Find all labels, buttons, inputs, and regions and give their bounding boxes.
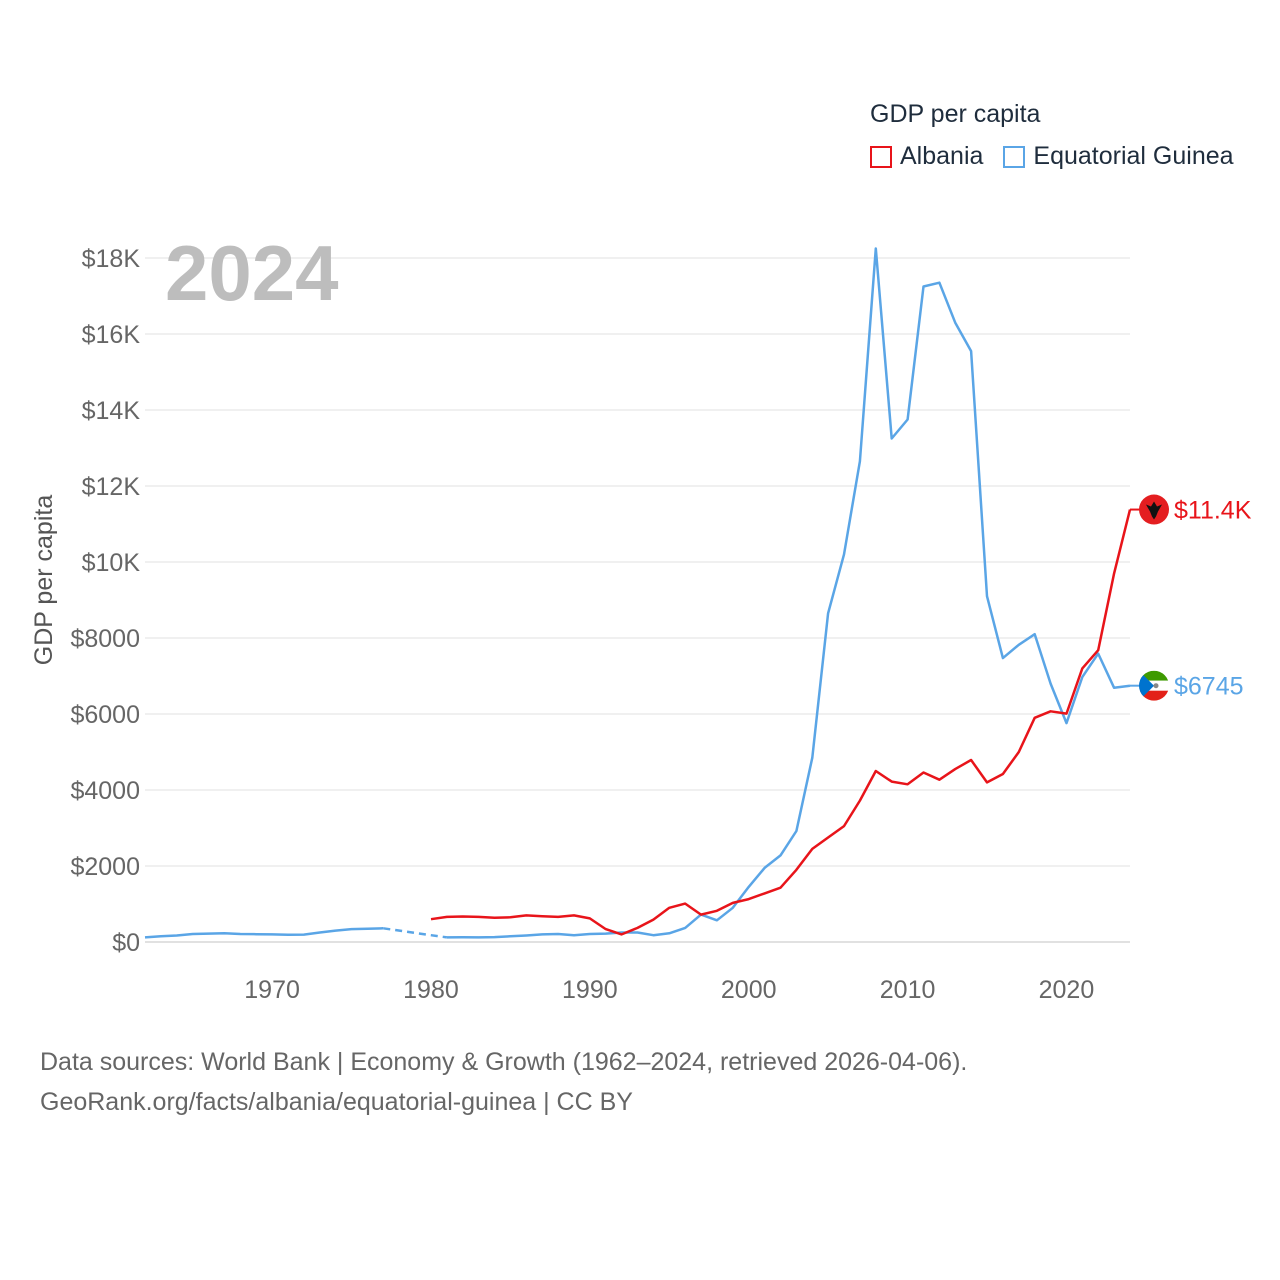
year-watermark: 2024 <box>165 229 339 317</box>
y-tick-label-0: $0 <box>112 929 140 957</box>
x-tick-label-2020: 2020 <box>1039 976 1095 1004</box>
y-tick-label-12000: $12K <box>82 473 141 501</box>
eg-flag-emblem <box>1153 683 1159 689</box>
legend-swatch-equatorial-guinea <box>1003 145 1026 168</box>
albania-flag-icon <box>1139 494 1169 525</box>
legend-label-albania: Albania <box>900 142 984 170</box>
legend-title: GDP per capita <box>870 100 1041 128</box>
y-tick-label-14000: $14K <box>82 397 141 425</box>
equatorial-guinea-end-value: $6745 <box>1174 673 1244 701</box>
y-tick-label-10000: $10K <box>82 549 141 577</box>
y-tick-label-6000: $6000 <box>70 701 140 729</box>
eg-flag-red-stripe <box>1139 690 1169 701</box>
gdp-line-chart: 2024 $0$2000$4000$6000$8000$10K$12K$14K$… <box>30 229 1252 1004</box>
end-markers: $11.4K $6745 <box>1130 494 1252 701</box>
x-axis-ticks: 1970 1980 1990 2000 2010 2020 <box>244 976 1094 1004</box>
series-lines <box>144 247 1132 939</box>
y-axis-label: GDP per capita <box>30 495 58 666</box>
series-line-equatorial-guinea-dashed-1 <box>383 927 448 939</box>
y-axis-ticks: $0 $2000 $4000 $6000 $8000 $10K $12K $14K $16K $1… <box>70 245 140 957</box>
series-line-albania <box>430 509 1132 936</box>
y-tick-label-16000: $16K <box>82 321 141 349</box>
albania-eagle-shape <box>1146 501 1162 520</box>
footer-attribution[interactable]: GeoRank.org/facts/albania/equatorial-gui… <box>40 1088 633 1116</box>
eg-flag-green-stripe <box>1139 670 1169 681</box>
legend-label-equatorial-guinea: Equatorial Guinea <box>1033 142 1234 170</box>
legend-item-albania[interactable]: Albania <box>870 142 983 171</box>
series-line-equatorial-guinea-solid-0 <box>144 927 384 939</box>
x-tick-label-2000: 2000 <box>721 976 777 1004</box>
legend-swatch-albania <box>870 145 892 168</box>
footer: Data sources: World Bank | Economy & Gro… <box>40 1042 967 1122</box>
y-tick-label-2000: $2000 <box>70 853 140 881</box>
x-tick-label-1990: 1990 <box>562 976 618 1004</box>
equatorial-guinea-flag-icon <box>1139 670 1169 701</box>
footer-sources: Data sources: World Bank | Economy & Gro… <box>40 1048 968 1076</box>
grid-lines <box>145 257 1130 943</box>
y-tick-label-8000: $8000 <box>70 625 140 653</box>
x-tick-label-1980: 1980 <box>403 976 459 1004</box>
eg-flag-blue-triangle <box>1139 670 1154 701</box>
x-tick-label-1970: 1970 <box>244 976 300 1004</box>
albania-end-value: $11.4K <box>1174 497 1252 525</box>
legend: Albania Equatorial Guinea <box>870 142 1254 171</box>
series-line-equatorial-guinea-solid-2 <box>446 247 1131 939</box>
legend-item-equatorial-guinea[interactable]: Equatorial Guinea <box>1003 142 1234 171</box>
y-tick-label-18000: $18K <box>82 245 141 273</box>
y-tick-label-4000: $4000 <box>70 777 140 805</box>
x-tick-label-2010: 2010 <box>880 976 936 1004</box>
